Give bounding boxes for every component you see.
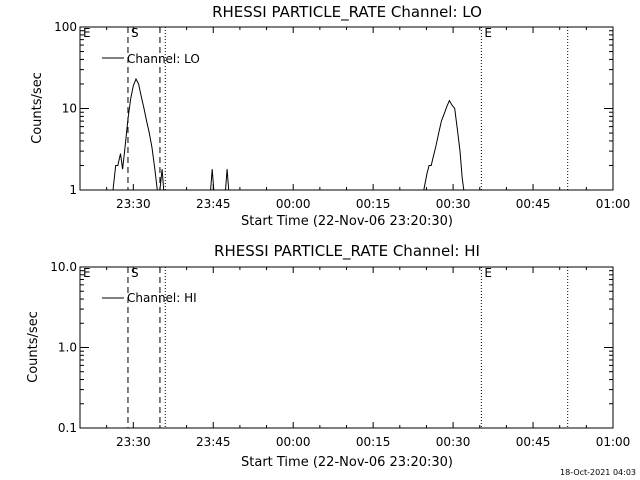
panel-hi-title: RHESSI PARTICLE_RATE Channel: HI xyxy=(214,242,480,261)
lo-y-tick-label: 100 xyxy=(54,20,77,34)
hi-x-tick-label: 23:30 xyxy=(116,435,151,449)
panel-lo: RHESSI PARTICLE_RATE Channel: LO Counts/… xyxy=(30,3,630,229)
hi-y-tick-label: 0.1 xyxy=(58,421,77,435)
lo-x-tick-label: 01:00 xyxy=(596,197,631,211)
lo-marker-label: E xyxy=(83,26,91,40)
hi-y-tick-label: 1.0 xyxy=(58,341,77,355)
panel-hi-ylabel: Counts/sec xyxy=(26,311,41,383)
lo-x-tick-label: 00:45 xyxy=(516,197,551,211)
lo-x-tick-label: 00:00 xyxy=(276,197,311,211)
panel-hi-plot: 23:30 23:45 00:00 00:15 00:30 00:45 01:00 0.1 1.… xyxy=(50,260,630,449)
lo-marker-label: E xyxy=(484,26,492,40)
panel-lo-legend-label: Channel: LO xyxy=(127,52,200,66)
panel-lo-title: RHESSI PARTICLE_RATE Channel: LO xyxy=(212,3,482,22)
hi-x-tick-label: 00:30 xyxy=(436,435,471,449)
panel-hi-legend-label: Channel: HI xyxy=(127,291,197,305)
hi-x-tick-label: 00:15 xyxy=(356,435,391,449)
lo-x-tick-label: 00:30 xyxy=(436,197,471,211)
lo-series-line xyxy=(423,99,465,191)
hi-x-tick-label: 01:00 xyxy=(596,435,631,449)
lo-series-line xyxy=(112,77,165,191)
panel-lo-plot: 23:30 23:45 00:00 00:15 00:30 00:45 01:00 1 10 10… xyxy=(54,20,630,211)
lo-marker-label: S xyxy=(131,26,139,40)
panel-lo-xlabel: Start Time (22-Nov-06 23:20:30) xyxy=(241,214,453,229)
lo-x-tick-label: 23:45 xyxy=(196,197,231,211)
hi-y-tick-label: 10.0 xyxy=(50,260,77,274)
hi-marker-label: S xyxy=(131,266,139,280)
hi-marker-label: E xyxy=(83,266,91,280)
lo-y-tick-label: 1 xyxy=(69,183,77,197)
panel-hi: RHESSI PARTICLE_RATE Channel: HI Counts/… xyxy=(26,242,630,470)
hi-x-tick-label: 00:00 xyxy=(276,435,311,449)
lo-series-line xyxy=(225,169,230,191)
hi-x-tick-label: 23:45 xyxy=(196,435,231,449)
lo-y-tick-label: 10 xyxy=(62,102,77,116)
lo-x-tick-label: 23:30 xyxy=(116,197,151,211)
lo-series-line xyxy=(210,169,215,191)
panel-hi-xlabel: Start Time (22-Nov-06 23:20:30) xyxy=(241,455,453,470)
lo-x-tick-label: 00:15 xyxy=(356,197,391,211)
footer-timestamp: 18-Oct-2021 04:03 xyxy=(560,468,636,477)
hi-marker-label: E xyxy=(484,266,492,280)
panel-lo-ylabel: Counts/sec xyxy=(30,72,45,144)
hi-x-tick-label: 00:45 xyxy=(516,435,551,449)
